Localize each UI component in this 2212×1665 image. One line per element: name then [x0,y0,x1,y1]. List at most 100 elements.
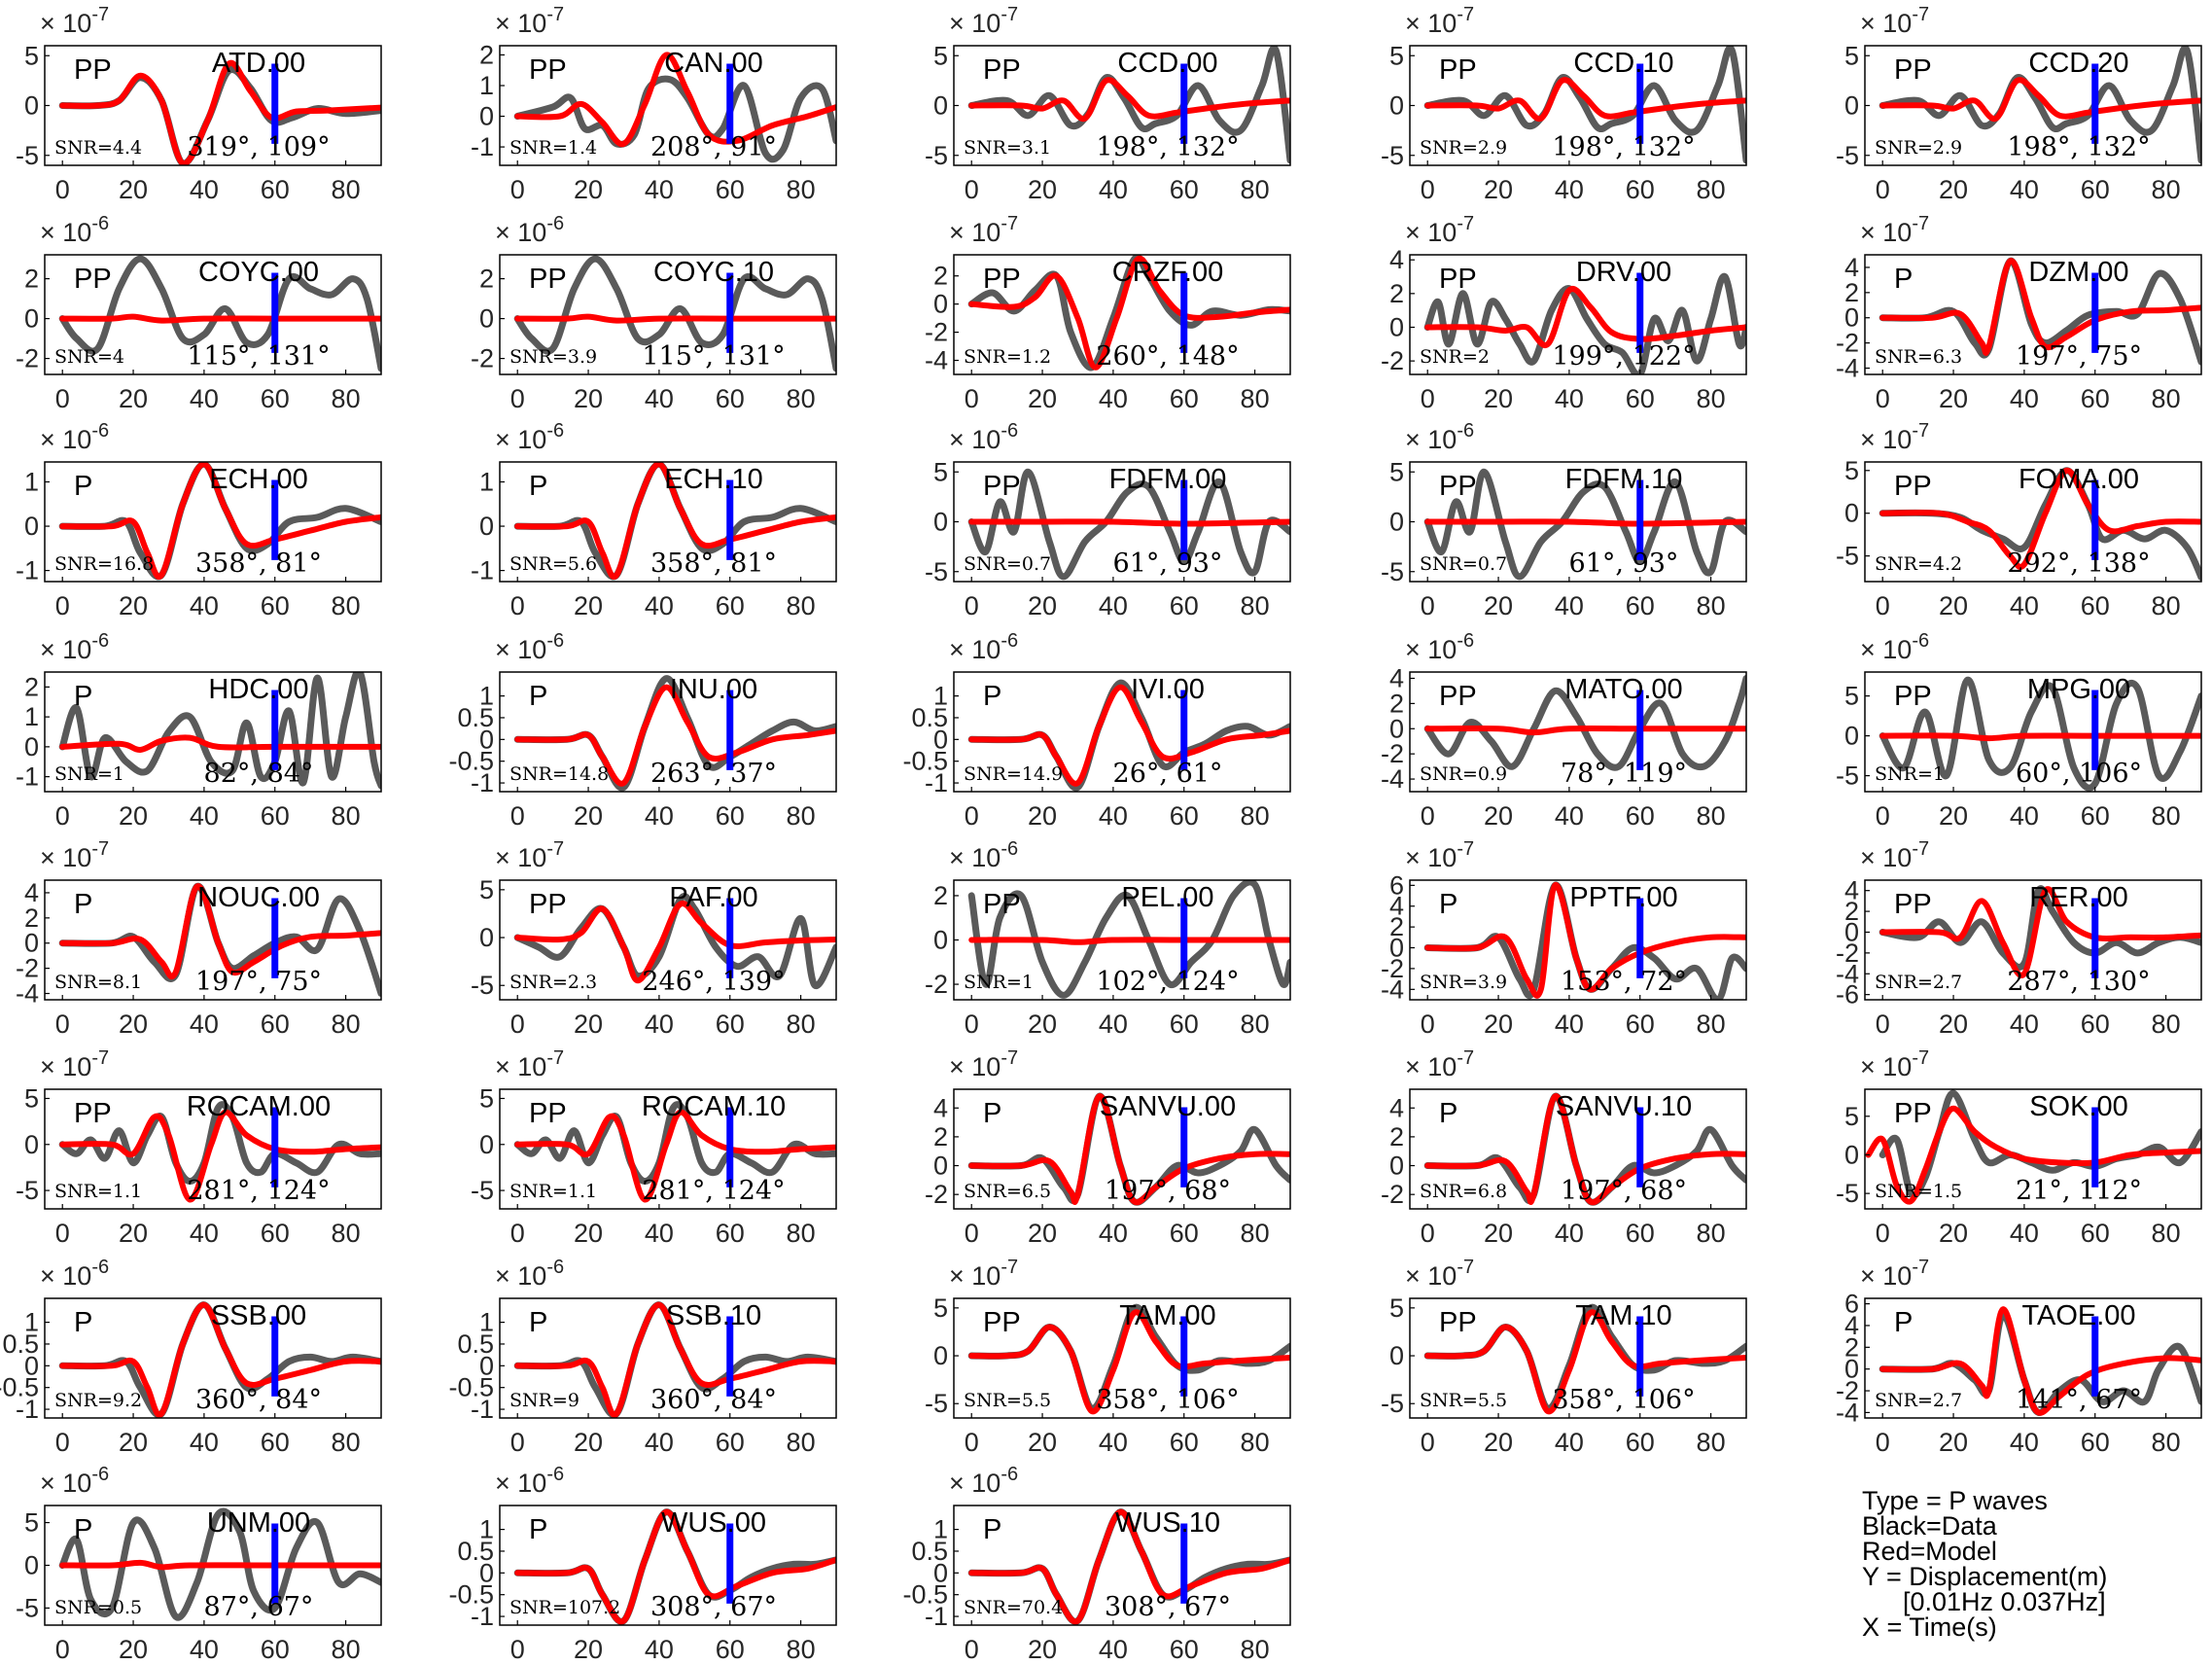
x-tick-label: 0 [1421,801,1435,831]
x-tick-label: 60 [716,1635,745,1664]
x-tick-label: 0 [510,175,525,204]
x-tick-label: 0 [55,175,70,204]
x-tick-label: 40 [645,1010,674,1039]
axis-exponent-label: × 10-7 [1405,1257,1474,1291]
azimuth-label: 197°, 75° [2016,341,2142,372]
y-tick-label: 5 [1844,41,1859,70]
y-tick-label: 0 [933,91,948,121]
snr-label: SNR=5.5 [1420,1390,1507,1411]
y-tick-label: 0 [479,512,494,541]
y-tick-label: 0 [933,1151,948,1181]
x-tick-label: 40 [2010,175,2039,204]
y-tick-label: 2 [1389,1122,1404,1151]
trace-group [1423,675,1746,771]
x-tick-label: 80 [787,1635,816,1664]
x-tick-label: 0 [1876,801,1890,831]
x-tick-label: 0 [510,1010,525,1039]
axis-exponent-value: -7 [1001,1257,1018,1278]
station-label: FOMA.00 [2019,464,2139,495]
phase-label: P [74,681,92,712]
y-tick-label: 1 [24,1308,39,1337]
x-tick-label: 60 [2081,591,2110,620]
trace-group [513,675,836,792]
station-label: UNM.00 [207,1507,310,1539]
x-tick-label: 80 [1697,801,1726,831]
snr-label: SNR=6.5 [964,1181,1051,1202]
azimuth-label: 87°, 67° [204,1592,314,1622]
y-tick-label: 1 [24,468,39,497]
y-tick-label: 2 [479,265,494,294]
model-trace [968,518,1290,527]
snr-label: SNR=2.7 [1875,1390,1962,1411]
axis-exponent-value: -7 [546,838,564,860]
snr-label: SNR=9 [509,1390,579,1411]
x-tick-label: 20 [1028,591,1057,620]
station-label: CCD.10 [1573,48,1673,79]
station-label: INU.00 [670,674,757,705]
azimuth-label: 102°, 124° [1096,967,1239,997]
axis-exponent-value: -7 [1912,1257,1929,1278]
y-tick-label: 2 [24,903,39,933]
trace-group [1878,257,2201,366]
x-tick-label: 0 [1876,175,1890,204]
data-trace [58,882,381,997]
axis-exponent-value: -6 [1457,420,1474,442]
azimuth-label: 153°, 72° [1561,967,1687,997]
x-tick-label: 80 [2152,801,2181,831]
axis-exponent-label: × 10-6 [1405,630,1474,664]
axis-exponent-value: -7 [1457,213,1474,234]
x-tick-label: 20 [1939,175,1968,204]
plot-frame [953,1297,1291,1419]
y-tick-label: -5 [1381,1389,1404,1418]
y-tick-label: -0.5 [448,747,494,776]
axis-exponent-label: × 10-7 [1860,420,1929,454]
phase-label: PP [1894,54,1932,86]
x-tick-label: 60 [1170,1010,1199,1039]
axis-exponent-value: -7 [1912,4,1929,25]
phase-label: P [1439,889,1457,920]
x-tick-label: 0 [965,1635,979,1664]
y-tick-label: 0 [1844,303,1859,333]
axis-exponent-value: -7 [1001,4,1018,25]
plot-frame [1409,671,1747,793]
x-tick-label: 20 [119,1635,148,1664]
data-trace [513,75,836,163]
x-tick-label: 40 [645,591,674,620]
y-tick-label: 5 [1389,1293,1404,1323]
x-tick-label: 20 [119,1219,148,1248]
phase-label: PP [529,264,567,295]
x-tick-label: 80 [332,175,361,204]
x-tick-label: 0 [510,591,525,620]
y-tick-label: 0 [24,91,39,121]
x-tick-label: 0 [55,1010,70,1039]
axis-exponent-value: -7 [1912,1047,1929,1069]
axis-exponent-label: × 10-6 [40,420,109,454]
x-tick-label: 60 [716,1428,745,1457]
model-trace [514,684,836,787]
trace-group [58,1301,381,1418]
plot-frame [953,1088,1291,1210]
x-tick-label: 40 [190,1010,219,1039]
data-trace [967,468,1290,581]
axis-exponent-label: × 10-6 [495,630,564,664]
data-trace [1423,675,1746,771]
x-tick-label: 0 [965,801,979,831]
phase-label: PP [529,54,567,86]
axis-exponent-label: × 10-7 [40,4,109,38]
model-trace [1879,467,2201,570]
x-tick-label: 60 [261,801,290,831]
phase-label: P [983,1514,1001,1545]
x-tick-label: 40 [2010,801,2039,831]
data-trace [1423,272,1746,374]
x-tick-label: 40 [1099,1635,1128,1664]
x-tick-label: 60 [1170,1428,1199,1457]
axis-exponent-value: -7 [91,4,109,25]
station-label: HDC.00 [208,674,308,705]
x-tick-label: 0 [1876,1219,1890,1248]
station-label: IVI.00 [1131,674,1205,705]
y-tick-label: 1 [479,1308,494,1337]
x-tick-label: 80 [2152,175,2181,204]
snr-label: SNR=1 [1875,763,1945,785]
